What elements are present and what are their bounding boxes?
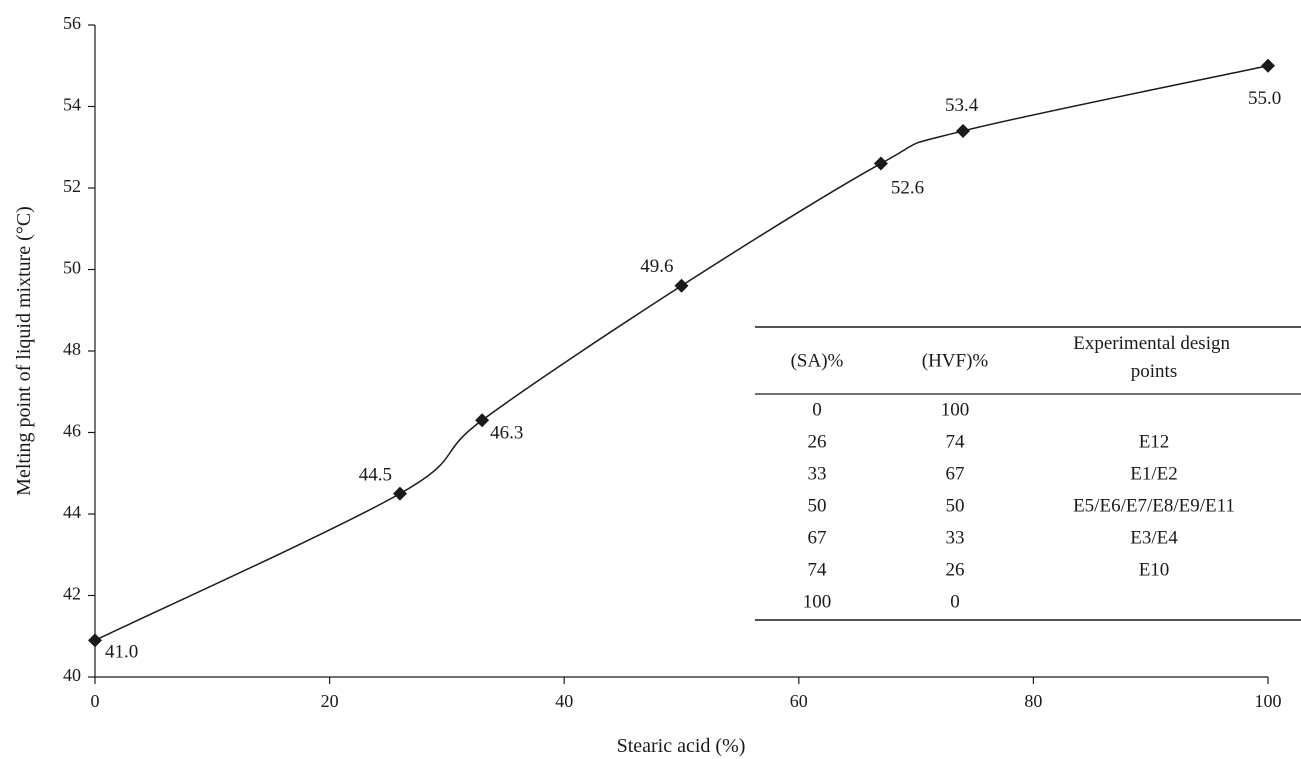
table-header-hvf: (HVF)% — [922, 350, 989, 371]
table-cell: E12 — [1139, 431, 1170, 452]
table-cell: 0 — [950, 591, 960, 612]
table-cell: E1/E2 — [1130, 463, 1178, 484]
data-point-marker — [88, 633, 102, 648]
data-table: (SA)% (HVF)% Experimental design points … — [755, 326, 1301, 621]
data-label: 46.3 — [490, 422, 523, 443]
table-cell: 74 — [946, 431, 966, 452]
data-label: 49.6 — [640, 256, 673, 277]
table-cell: 67 — [946, 463, 965, 484]
table-cell: 50 — [808, 495, 827, 516]
data-point-marker — [873, 156, 888, 171]
table-cell: 0 — [812, 399, 822, 420]
y-tick-label: 44 — [63, 502, 81, 522]
table-cell: 67 — [808, 527, 827, 548]
table-cell: 74 — [808, 559, 828, 580]
table-cell: 33 — [808, 463, 827, 484]
x-axis-title: Stearic acid (%) — [617, 735, 746, 757]
x-tick-label: 60 — [790, 691, 808, 711]
x-tick-label: 0 — [91, 691, 100, 711]
x-ticks: 0 20 40 60 80 100 — [91, 677, 1282, 711]
table-cell: 50 — [946, 495, 965, 516]
y-tick-label: 48 — [63, 339, 81, 359]
data-label: 44.5 — [359, 465, 392, 486]
table-header-sa: (SA)% — [791, 350, 844, 371]
table-cell: 100 — [941, 399, 970, 420]
x-tick-label: 40 — [555, 691, 573, 711]
data-point-marker — [475, 413, 490, 428]
y-tick-label: 40 — [63, 665, 81, 685]
table-cell: E5/E6/E7/E8/E9/E11 — [1073, 495, 1235, 516]
y-axis-title: Melting point of liquid mixture (°C) — [13, 206, 35, 496]
data-label: 53.4 — [945, 95, 979, 116]
data-labels: 41.0 44.5 46.3 49.6 52.6 53.4 55.0 — [105, 88, 1281, 663]
table-body: 0 100 26 74 E12 33 67 E1/E2 50 50 E5/E6/E7/E8/E9/E… — [803, 399, 1235, 612]
table-cell: 26 — [946, 559, 965, 580]
data-point-marker — [956, 123, 971, 138]
y-tick-label: 54 — [63, 95, 81, 115]
x-tick-label: 80 — [1024, 691, 1042, 711]
data-point-marker — [392, 486, 407, 501]
y-tick-label: 42 — [63, 584, 81, 604]
table-cell: 100 — [803, 591, 832, 612]
data-point-marker — [1261, 58, 1275, 73]
data-point-marker — [674, 278, 689, 293]
table-cell: 33 — [946, 527, 965, 548]
table-cell: E10 — [1139, 559, 1170, 580]
data-label: 41.0 — [105, 641, 138, 662]
x-tick-label: 20 — [321, 691, 339, 711]
y-ticks: 40 42 44 46 48 50 52 54 56 — [63, 13, 95, 685]
y-tick-label: 46 — [63, 421, 81, 441]
data-label: 52.6 — [891, 178, 924, 199]
series-markers — [88, 58, 1275, 648]
table-cell: E3/E4 — [1130, 527, 1178, 548]
y-tick-label: 56 — [63, 13, 81, 33]
y-tick-label: 52 — [63, 176, 81, 196]
table-header-design-points: Experimental design points — [1073, 333, 1234, 382]
table-cell: 26 — [808, 431, 827, 452]
x-tick-label: 100 — [1255, 691, 1282, 711]
data-label: 55.0 — [1248, 88, 1281, 109]
y-tick-label: 50 — [63, 258, 81, 278]
